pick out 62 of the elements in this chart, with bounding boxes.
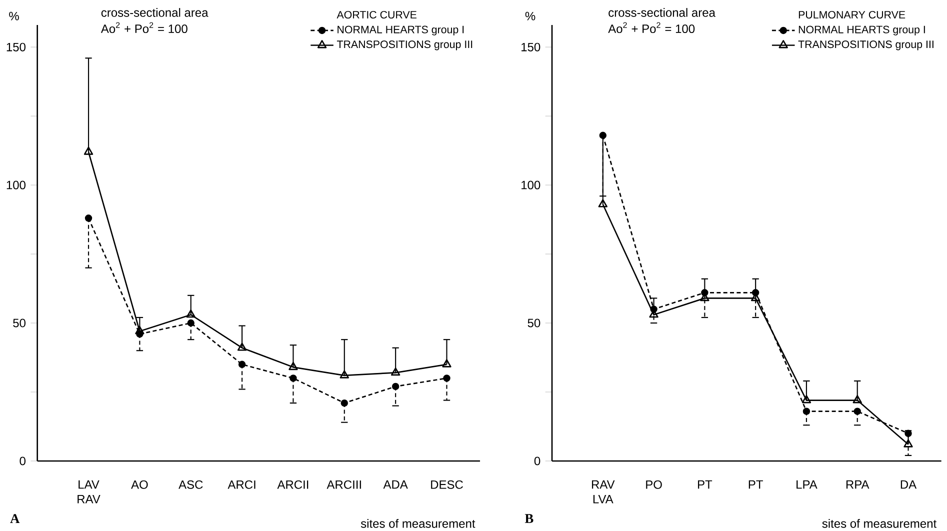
x-tick-label: LPA bbox=[796, 480, 818, 489]
point bbox=[443, 374, 450, 382]
x-tick-label: DA bbox=[900, 480, 917, 489]
x-axis-title: sites of measurement bbox=[360, 519, 476, 528]
legend-label: NORMAL HEARTS group I bbox=[338, 26, 464, 36]
legend-title: AORTIC CURVE bbox=[336, 10, 416, 19]
point bbox=[802, 395, 812, 404]
y-tick-label: 150 bbox=[522, 42, 540, 52]
x-tick-label: ARCII bbox=[277, 480, 308, 489]
x-tick-label: RAV LVA bbox=[592, 480, 615, 504]
y-tick-label: 100 bbox=[6, 180, 26, 190]
point bbox=[802, 408, 810, 415]
x-tick-label: PT bbox=[698, 480, 712, 489]
point bbox=[390, 367, 400, 376]
point bbox=[187, 319, 194, 327]
legend-title: PULMONARY CURVE bbox=[798, 10, 906, 19]
point bbox=[290, 374, 297, 382]
annotation: Ao$^{2}$ + Po$^{2}$ = 100 bbox=[608, 22, 695, 34]
point bbox=[599, 132, 606, 139]
point bbox=[598, 199, 608, 208]
text: cross-sectional area bbox=[608, 8, 716, 17]
point bbox=[904, 430, 912, 437]
point bbox=[237, 342, 247, 351]
point bbox=[904, 439, 913, 448]
point bbox=[854, 408, 861, 415]
y-tick-label: 0 bbox=[20, 456, 26, 466]
point bbox=[135, 326, 144, 334]
x-tick-label: ASC bbox=[178, 480, 203, 489]
point bbox=[340, 399, 348, 407]
point bbox=[442, 359, 452, 368]
point bbox=[186, 310, 196, 318]
point bbox=[238, 360, 246, 368]
x-tick-label: ARCI bbox=[228, 480, 256, 489]
annotation: Ao$^{2}$ + Po$^{2}$ = 100 bbox=[100, 22, 188, 34]
legend-label: NORMAL HEARTS group I bbox=[798, 26, 925, 36]
y-axis-title: % bbox=[525, 12, 536, 20]
x-tick-label: RPA bbox=[846, 480, 870, 489]
y-tick-label: 150 bbox=[6, 42, 26, 52]
point bbox=[84, 214, 92, 222]
y-axis-title: % bbox=[9, 12, 19, 20]
legend-label: TRANSPOSITIONS group III bbox=[336, 40, 472, 50]
x-tick-label: LAV RAV bbox=[78, 480, 100, 504]
legend-label: TRANSPOSITIONS group III bbox=[798, 40, 934, 50]
text: A bbox=[10, 514, 20, 523]
point bbox=[84, 146, 94, 155]
x-tick-label: AO bbox=[131, 480, 148, 489]
point bbox=[852, 395, 862, 404]
y-tick-label: 50 bbox=[13, 318, 26, 328]
y-tick-label: 50 bbox=[528, 318, 540, 328]
x-axis-title: sites of measurement bbox=[822, 519, 937, 528]
y-tick-label: 0 bbox=[534, 456, 540, 466]
point bbox=[288, 362, 298, 370]
point bbox=[340, 370, 349, 378]
x-tick-label: ARCIII bbox=[326, 480, 361, 489]
text: cross-sectional area bbox=[101, 8, 208, 17]
y-tick-label: 100 bbox=[522, 180, 540, 190]
x-tick-label: DESC bbox=[431, 480, 463, 489]
text: B bbox=[524, 514, 534, 523]
point bbox=[392, 382, 400, 390]
x-tick-label: ADA bbox=[383, 480, 408, 489]
x-tick-label: PT bbox=[748, 480, 763, 489]
x-tick-label: PO bbox=[646, 480, 662, 489]
